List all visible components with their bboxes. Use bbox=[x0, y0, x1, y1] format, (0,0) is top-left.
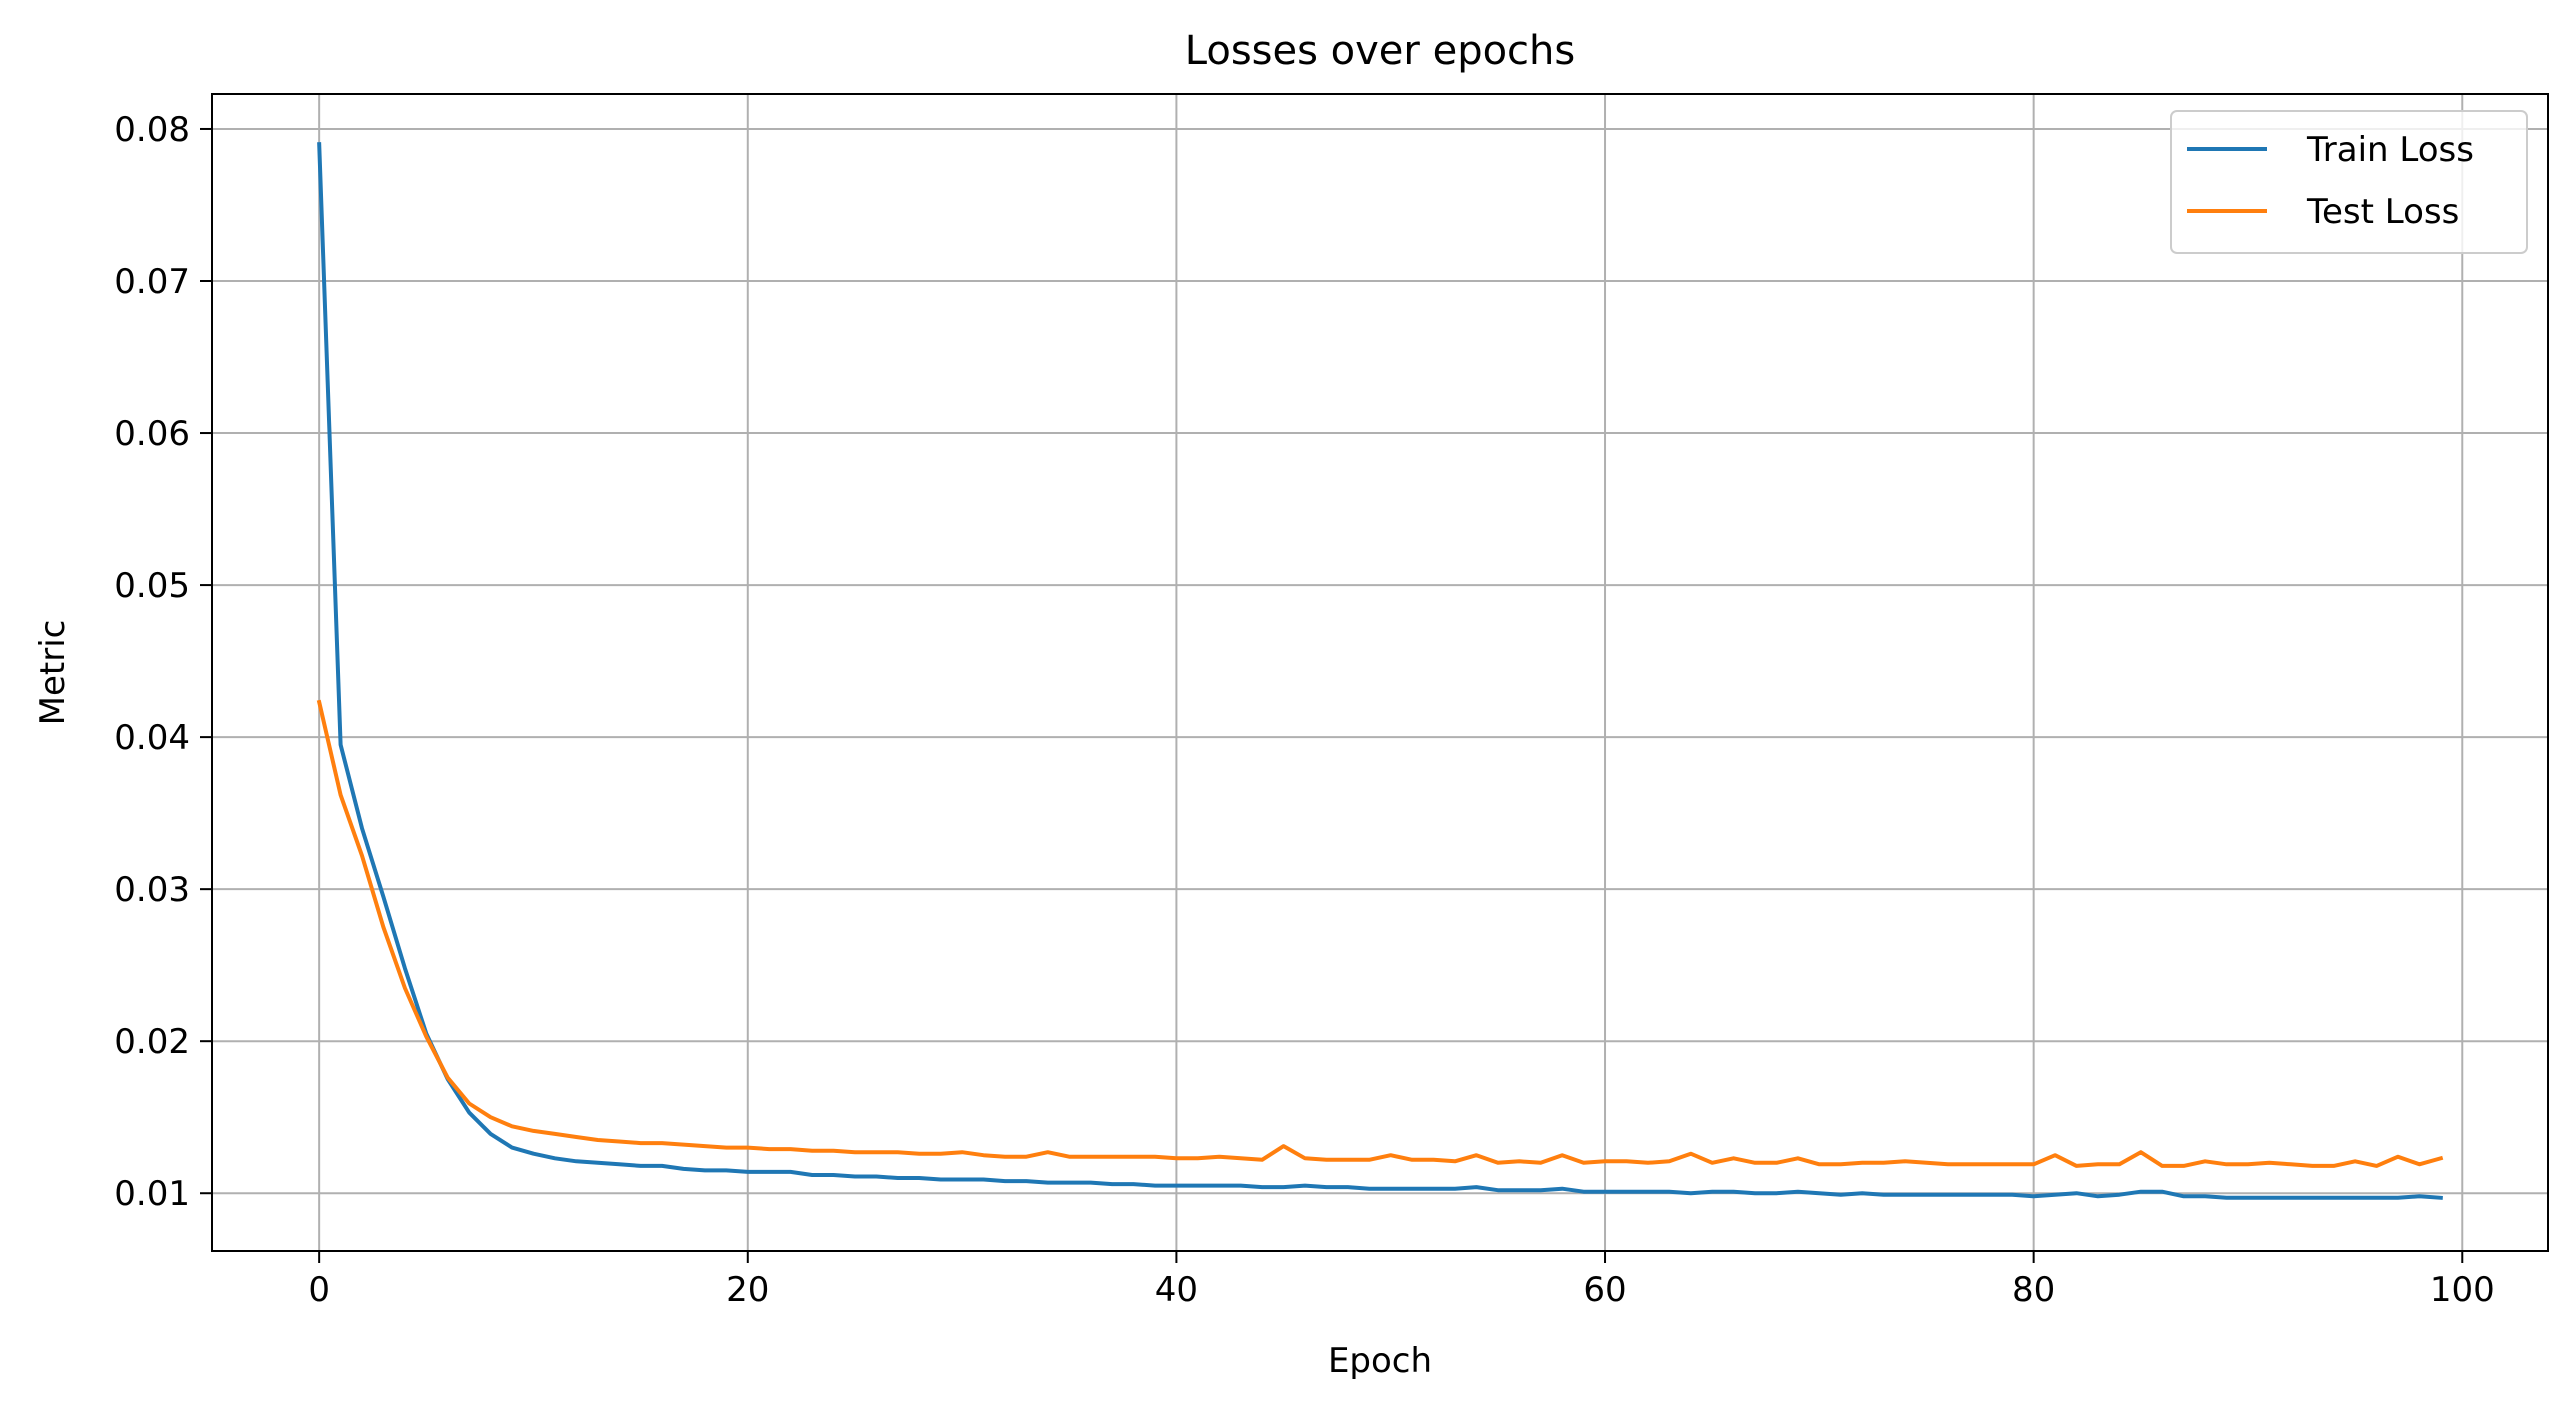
y-tick-label: 0.02 bbox=[114, 1022, 190, 1062]
y-tick-label: 0.07 bbox=[114, 262, 190, 302]
ticks: 0 20 40 60 80 100 0.01 0.02 0.03 0.04 0.05 0.06 0.07… bbox=[114, 110, 2494, 1310]
train-loss-line bbox=[317, 142, 2443, 1200]
y-tick-label: 0.06 bbox=[114, 414, 190, 454]
y-tick-label: 0.04 bbox=[114, 718, 190, 758]
y-tick-label: 0.08 bbox=[114, 110, 190, 150]
x-tick-label: 80 bbox=[2012, 1270, 2055, 1310]
y-tick-label: 0.03 bbox=[114, 870, 190, 910]
x-tick-label: 20 bbox=[726, 1270, 769, 1310]
x-tick-label: 0 bbox=[308, 1270, 330, 1310]
x-axis-label: Epoch bbox=[1328, 1341, 1432, 1381]
legend-box bbox=[2170, 110, 2528, 254]
y-tick-label: 0.05 bbox=[114, 566, 190, 606]
plot-frame bbox=[211, 93, 2549, 1252]
x-tick-label: 40 bbox=[1155, 1270, 1198, 1310]
test-loss-line bbox=[316, 699, 2444, 1168]
x-tick-label: 100 bbox=[2430, 1270, 2495, 1310]
legend: Train Loss Test Loss bbox=[2170, 110, 2528, 254]
legend-label-test-loss: Test Loss bbox=[2306, 192, 2459, 232]
y-tick-label: 0.01 bbox=[114, 1174, 190, 1214]
y-axis-label: Metric bbox=[33, 620, 73, 726]
legend-label-train-loss: Train Loss bbox=[2306, 130, 2474, 170]
x-tick-label: 60 bbox=[1583, 1270, 1626, 1310]
chart-title: Losses over epochs bbox=[1185, 28, 1575, 74]
series-layer bbox=[316, 142, 2444, 1200]
